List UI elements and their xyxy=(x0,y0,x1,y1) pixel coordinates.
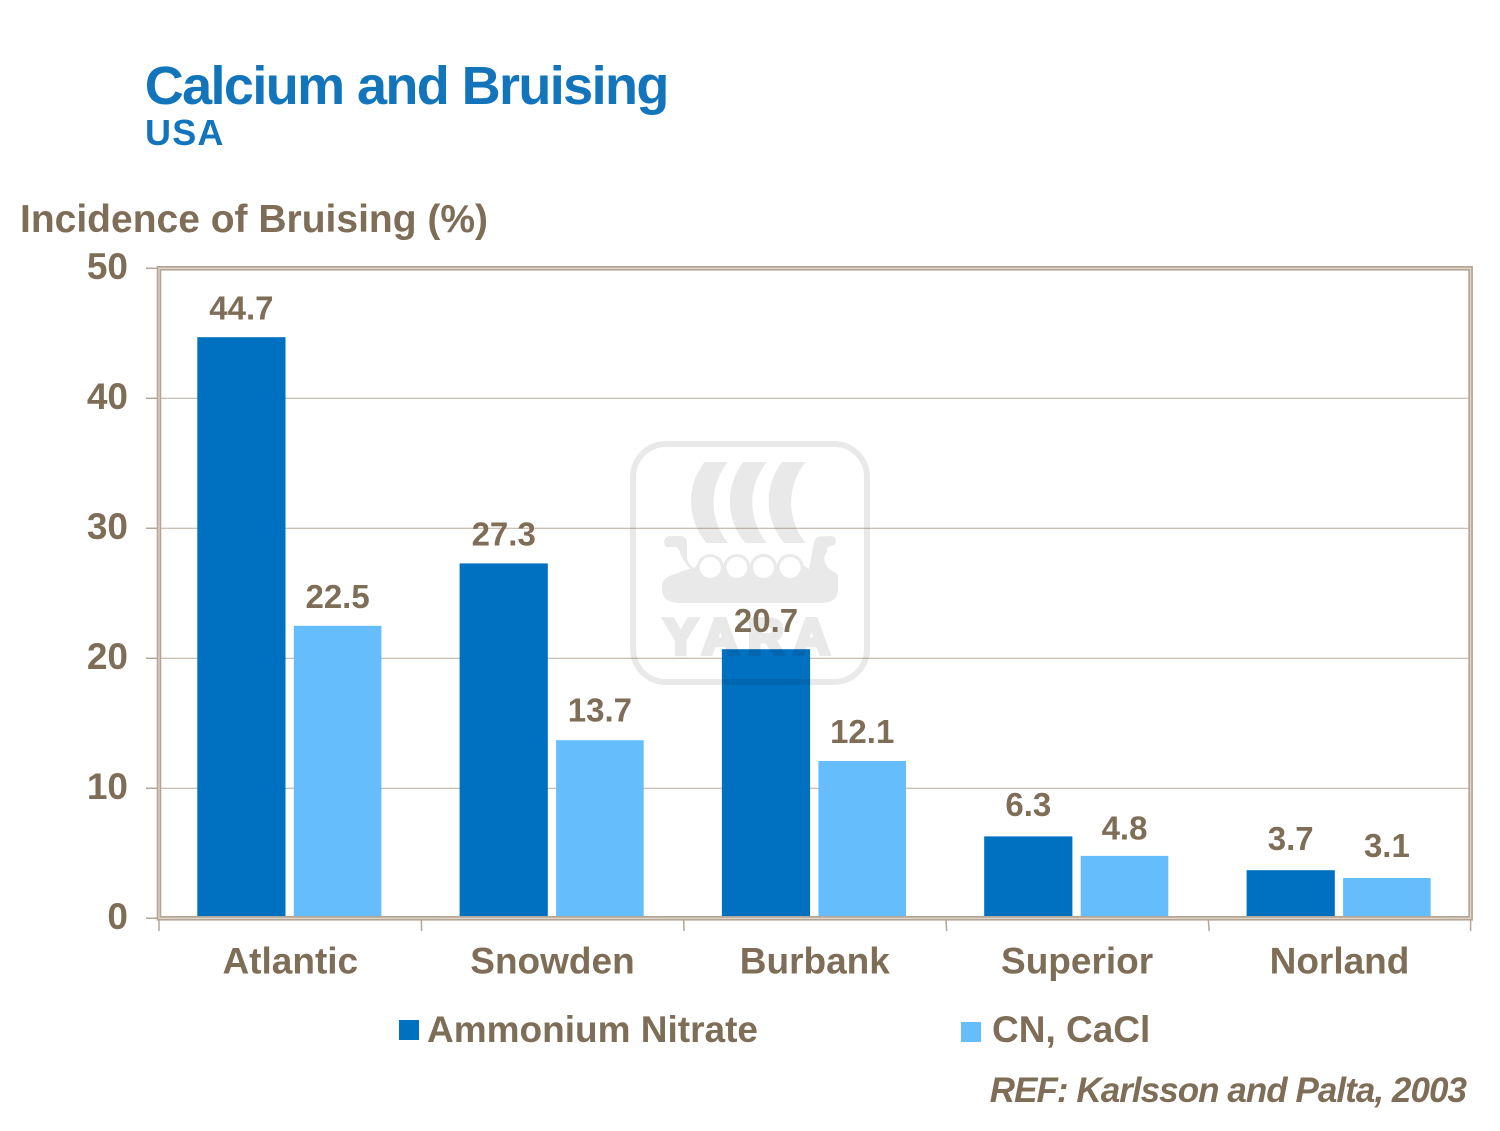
svg-text:6.3: 6.3 xyxy=(1005,786,1051,823)
svg-text:3.7: 3.7 xyxy=(1268,820,1314,857)
svg-text:50: 50 xyxy=(87,246,128,287)
svg-text:12.1: 12.1 xyxy=(830,713,894,750)
svg-text:30: 30 xyxy=(87,506,128,547)
svg-text:Snowden: Snowden xyxy=(470,941,634,982)
svg-text:Superior: Superior xyxy=(1001,941,1153,982)
svg-text:44.7: 44.7 xyxy=(209,290,273,327)
svg-text:27.3: 27.3 xyxy=(472,516,536,553)
svg-text:10: 10 xyxy=(87,766,128,807)
svg-text:Incidence of Bruising (%): Incidence of Bruising (%) xyxy=(20,198,488,241)
svg-text:22.5: 22.5 xyxy=(305,578,369,615)
svg-text:Ammonium Nitrate: Ammonium Nitrate xyxy=(427,1009,758,1050)
svg-text:13.7: 13.7 xyxy=(568,692,632,729)
svg-text:USA: USA xyxy=(145,112,225,153)
svg-text:40: 40 xyxy=(87,376,128,417)
svg-text:REF: Karlsson and Palta, 2003: REF: Karlsson and Palta, 2003 xyxy=(990,1071,1468,1110)
svg-text:20.7: 20.7 xyxy=(734,602,798,639)
svg-text:CN, CaCl: CN, CaCl xyxy=(992,1009,1150,1050)
svg-text:Burbank: Burbank xyxy=(740,941,891,982)
svg-text:Calcium and Bruising: Calcium and Bruising xyxy=(145,56,668,116)
svg-text:Norland: Norland xyxy=(1270,941,1410,982)
svg-text:0: 0 xyxy=(107,896,128,937)
svg-text:Atlantic: Atlantic xyxy=(222,941,358,982)
svg-text:4.8: 4.8 xyxy=(1102,809,1148,846)
svg-text:20: 20 xyxy=(87,636,128,677)
svg-text:3.1: 3.1 xyxy=(1364,827,1410,864)
